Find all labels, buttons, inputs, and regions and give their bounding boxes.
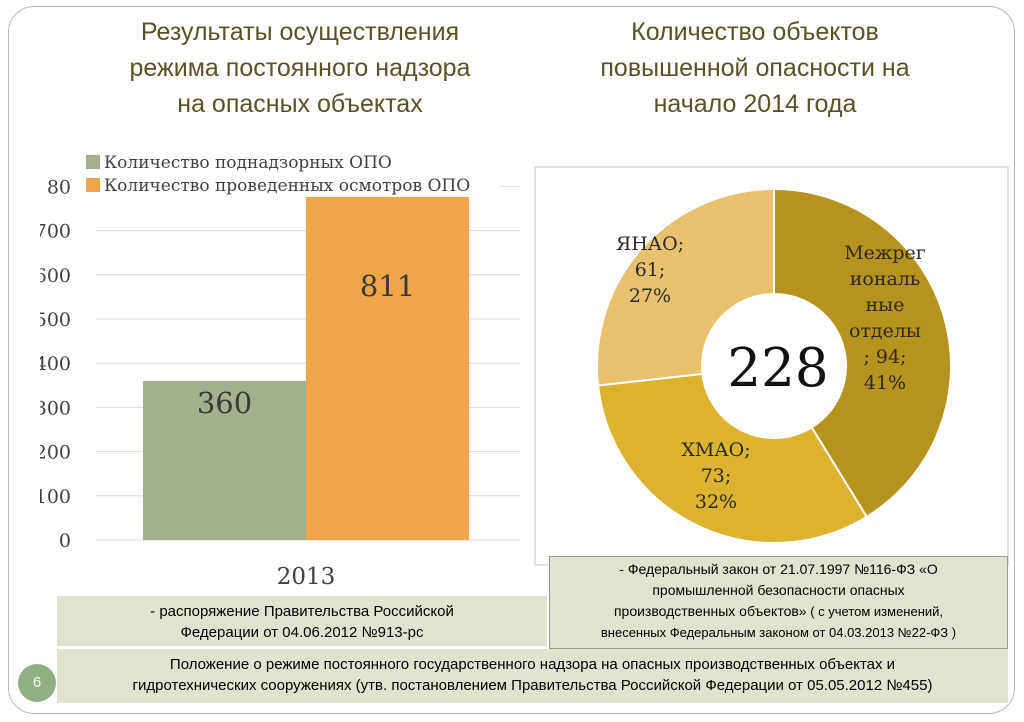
right-title: Количество объектов повышенной опасности… — [600, 18, 910, 118]
bar-inspections — [306, 197, 469, 540]
y-tick-label: 100 — [40, 486, 71, 508]
donut-slice — [596, 187, 775, 387]
y-tick-label: 80 — [47, 176, 71, 198]
note-regulation: Положение о режиме постоянного государст… — [57, 649, 1008, 703]
slice-label: ХМАО; 73; 32% — [681, 439, 750, 513]
bar-data-label: 811 — [360, 269, 415, 303]
donut-center-total: 228 — [727, 338, 828, 399]
note-government-order: - распоряжение Правительства Российской … — [57, 596, 547, 646]
legend-swatch — [86, 155, 100, 169]
pie-chart: Межрег иональ ные отделы; 94; 41% ХМАО; 73; 32%… — [534, 166, 1009, 566]
note-federal-law-main: - Федеральный закон от 21.07.1997 №116-Ф… — [613, 561, 938, 619]
y-tick-label: 0 — [59, 530, 71, 552]
note-federal-law-amendment: ( с учетом изменений, внесенных Федераль… — [600, 604, 957, 640]
bar-supervised — [143, 380, 306, 540]
bar-data-label: 360 — [197, 386, 252, 420]
slice-label: ЯНАО; 61; 27% — [616, 233, 684, 307]
y-tick-label: 400 — [40, 353, 71, 375]
y-tick-label: 500 — [40, 309, 71, 331]
y-tick-label: 200 — [40, 442, 71, 464]
legend-label: Количество проведенных осмотров ОПО — [104, 176, 470, 196]
legend-label: Количество поднадзорных ОПО — [104, 153, 392, 173]
legend-swatch — [86, 178, 100, 192]
note-federal-law: - Федеральный закон от 21.07.1997 №116-Ф… — [549, 556, 1008, 649]
page-number-badge: 6 — [18, 664, 56, 702]
legend-background — [82, 174, 500, 196]
slice-label: Межрег иональ ные отделы; 94; 41% — [844, 242, 926, 394]
donut-slice — [596, 372, 869, 544]
donut-slice — [773, 187, 952, 519]
y-tick-label: 700 — [40, 221, 71, 243]
left-title: Результаты осуществления режима постоянн… — [129, 18, 471, 118]
bar-chart: 0 100 200 300 400 500 600 700 80 360 811 2013 Количе… — [40, 153, 520, 590]
y-tick-label: 300 — [40, 397, 71, 419]
y-tick-label: 600 — [40, 265, 71, 287]
x-tick-label: 2013 — [277, 564, 336, 590]
